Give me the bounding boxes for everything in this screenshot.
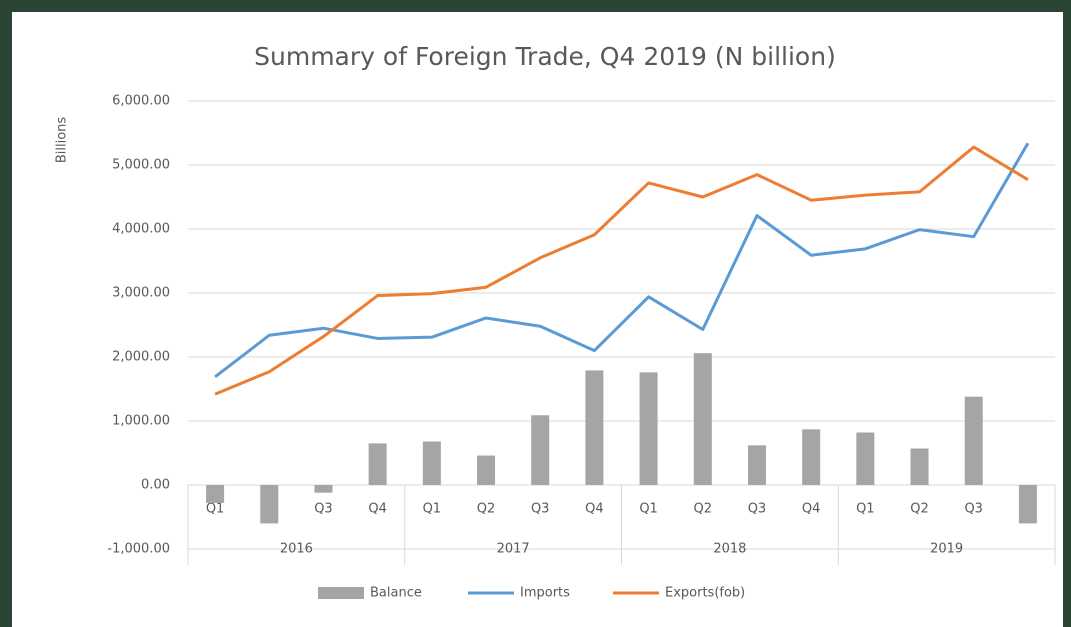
bar — [1018, 485, 1037, 524]
legend-label: Imports — [520, 586, 570, 601]
x-tick-label: Q2 — [694, 502, 713, 517]
bar — [531, 415, 550, 485]
bar — [206, 485, 225, 503]
bar — [856, 432, 875, 485]
line — [214, 145, 1029, 396]
x-tick-label: Q2 — [477, 502, 496, 517]
x-tick-label: Q4 — [585, 502, 604, 517]
bar — [585, 370, 604, 485]
y-tick-label: 0.00 — [141, 478, 170, 493]
y-tick-label: 3,000.00 — [112, 286, 170, 301]
chart-title: Summary of Foreign Trade, Q4 2019 (N bil… — [254, 42, 836, 71]
y-tick-label: 5,000.00 — [112, 158, 170, 173]
legend-label: Exports(fob) — [665, 586, 745, 601]
x-tick-label: Q1 — [423, 502, 442, 517]
y-tick-label: 2,000.00 — [112, 350, 170, 365]
legend-label: Balance — [370, 586, 422, 601]
chart-area — [12, 12, 1063, 627]
x-tick-label: Q1 — [639, 502, 658, 517]
x-tick-label: Q3 — [314, 502, 333, 517]
y-tick-label: 4,000.00 — [112, 222, 170, 237]
x-tick-label: Q3 — [531, 502, 550, 517]
x-tick-label: Q3 — [748, 502, 767, 517]
bar — [260, 485, 279, 524]
group-label: 2018 — [713, 542, 746, 557]
y-axis-label: Billions — [55, 117, 70, 164]
x-tick-label: Q3 — [964, 502, 983, 517]
bar — [477, 455, 496, 485]
x-tick-label: Q4 — [368, 502, 387, 517]
bar — [910, 448, 929, 485]
bar — [368, 443, 387, 485]
bar — [802, 429, 821, 485]
bar — [747, 445, 766, 485]
group-label: 2017 — [497, 542, 530, 557]
x-tick-label: Q4 — [802, 502, 821, 517]
bar — [964, 396, 983, 485]
line — [214, 142, 1030, 379]
y-tick-label: -1,000.00 — [107, 542, 170, 557]
bar — [422, 441, 441, 485]
group-label: 2016 — [280, 542, 313, 557]
x-tick-label: Q1 — [856, 502, 875, 517]
y-tick-label: 1,000.00 — [112, 414, 170, 429]
legend-swatch — [318, 587, 364, 599]
bar — [314, 485, 333, 493]
group-label: 2019 — [930, 542, 963, 557]
x-tick-label: Q1 — [206, 502, 225, 517]
bar — [693, 353, 712, 485]
x-tick-label: Q2 — [910, 502, 929, 517]
y-tick-label: 6,000.00 — [112, 94, 170, 109]
bar — [639, 372, 658, 485]
